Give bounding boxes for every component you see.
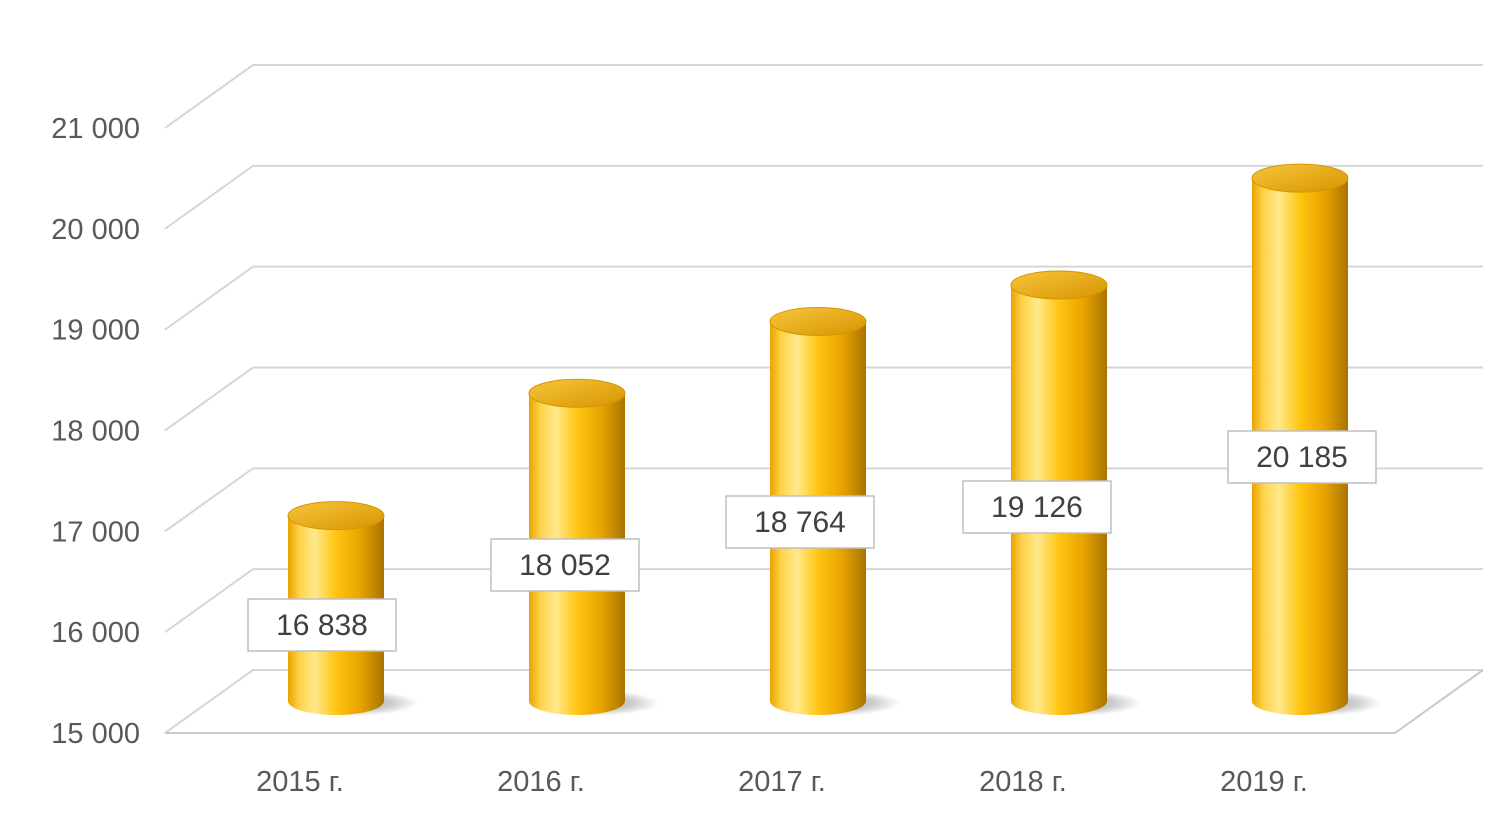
value-label: 18 052 — [519, 549, 611, 582]
x-axis: 2015 г. 2016 г. 2017 г. 2018 г. 2019 г. — [256, 766, 1308, 798]
value-label-box — [1227, 430, 1377, 484]
y-axis-tick-label-19000: 19 000 — [51, 315, 140, 347]
y-axis-tick-label-20000: 20 000 — [51, 214, 140, 246]
value-label: 19 126 — [991, 491, 1083, 524]
cylinder-top — [769, 306, 867, 336]
value-label: 18 764 — [754, 506, 846, 539]
cylinder-top — [1251, 163, 1349, 193]
y-axis-tick-label-16000: 16 000 — [51, 617, 140, 649]
gridline-20000 — [164, 164, 1483, 230]
x-axis-category-label-4: 2019 г. — [1220, 766, 1308, 798]
value-label-box — [962, 480, 1112, 534]
y-axis-tick-label-18000: 18 000 — [51, 416, 140, 448]
y-axis-tick-label-21000: 21 000 — [51, 113, 140, 145]
x-axis-category-label-0: 2015 г. — [256, 766, 344, 798]
gridline-19000 — [164, 265, 1483, 331]
y-axis: 21 000 20 000 19 000 18 000 17 000 16 000 15 0… — [51, 113, 140, 750]
bars-group — [286, 163, 1382, 716]
cylinder-top — [287, 501, 385, 531]
gridlines — [164, 64, 1484, 734]
gridline-21000 — [164, 64, 1483, 129]
y-axis-tick-label-15000: 15 000 — [51, 718, 140, 750]
value-label-box — [247, 598, 397, 652]
value-label-box — [725, 495, 875, 549]
floor-front-edge — [165, 669, 1484, 734]
value-label: 16 838 — [276, 609, 368, 642]
cylinder-top — [1010, 270, 1108, 300]
x-axis-category-label-3: 2018 г. — [979, 766, 1067, 798]
x-axis-category-label-1: 2016 г. — [497, 766, 585, 798]
data-labels: 16 838 18 052 18 764 19 126 20 185 — [247, 430, 1377, 652]
value-label-box — [490, 538, 640, 592]
y-axis-tick-label-17000: 17 000 — [51, 516, 140, 548]
cylinder-top — [528, 378, 626, 408]
value-label: 20 185 — [1256, 441, 1348, 474]
x-axis-category-label-2: 2017 г. — [738, 766, 826, 798]
